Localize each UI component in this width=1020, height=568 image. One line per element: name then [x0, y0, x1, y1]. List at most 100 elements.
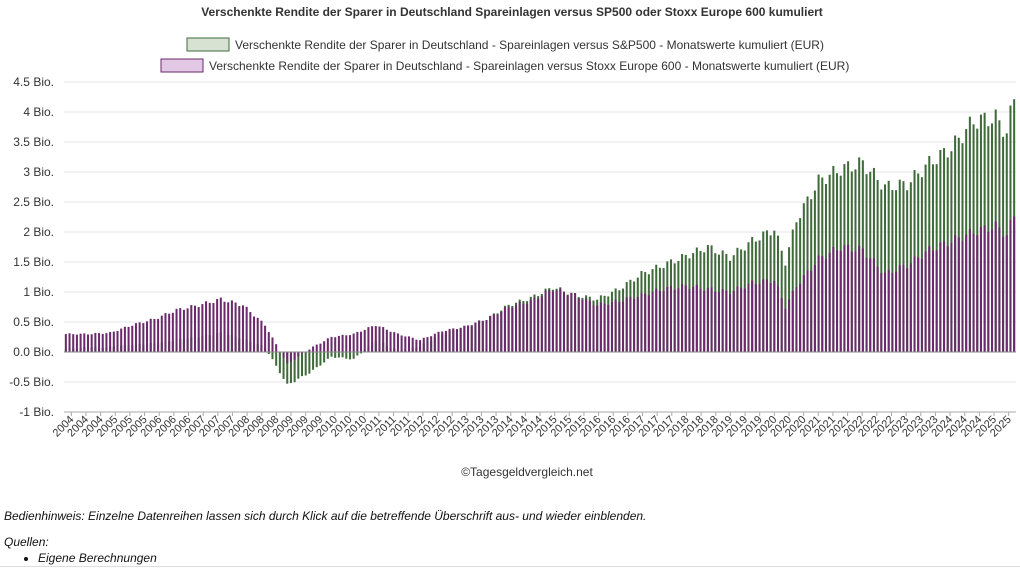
bar-stoxx600	[393, 332, 396, 352]
bar-sp500	[267, 352, 270, 354]
bar-stoxx600	[673, 289, 676, 352]
bar-stoxx600	[448, 328, 451, 352]
bar-stoxx600	[688, 289, 691, 352]
bar-stoxx600	[740, 287, 743, 352]
bar-stoxx600	[474, 322, 477, 352]
bar-sp500	[271, 352, 274, 360]
bar-stoxx600	[769, 283, 772, 352]
bar-stoxx600	[323, 341, 326, 352]
bar-stoxx600	[824, 258, 827, 352]
bar-stoxx600	[983, 225, 986, 352]
bar-stoxx600	[662, 291, 665, 352]
bar-stoxx600	[946, 246, 949, 352]
legend-label-sp500[interactable]: Verschenkte Rendite der Sparer in Deutsc…	[235, 38, 824, 52]
bar-stoxx600	[732, 290, 735, 352]
bar-stoxx600	[337, 335, 340, 352]
bar-stoxx600	[455, 329, 458, 352]
bar-sp500	[337, 352, 340, 358]
bar-sp500	[293, 352, 296, 383]
bar-stoxx600	[954, 235, 957, 352]
series-stoxx600	[64, 216, 1016, 364]
bar-stoxx600	[352, 333, 355, 352]
bar-stoxx600	[286, 352, 289, 364]
bar-stoxx600	[253, 316, 256, 352]
bar-stoxx600	[806, 270, 809, 352]
y-tick-label: 0.5 Bio.	[13, 315, 54, 329]
bar-stoxx600	[120, 328, 123, 352]
y-tick-label: -0.5 Bio.	[9, 375, 54, 389]
bar-stoxx600	[452, 328, 455, 352]
bar-stoxx600	[112, 331, 115, 352]
bar-stoxx600	[906, 268, 909, 352]
legend-swatch-sp500[interactable]	[186, 37, 230, 52]
bar-stoxx600	[241, 305, 244, 352]
bar-stoxx600	[400, 335, 403, 352]
bar-stoxx600	[123, 326, 126, 352]
bar-stoxx600	[264, 325, 267, 352]
bar-stoxx600	[496, 314, 499, 352]
bar-stoxx600	[551, 291, 554, 352]
y-tick-label: 2.5 Bio.	[13, 195, 54, 209]
legend-label-stoxx600[interactable]: Verschenkte Rendite der Sparer in Deutsc…	[209, 59, 849, 73]
bar-stoxx600	[920, 258, 923, 352]
bar-sp500	[345, 352, 348, 359]
bar-stoxx600	[293, 352, 296, 360]
bar-stoxx600	[714, 291, 717, 352]
bar-sp500	[876, 180, 879, 352]
legend-swatch-stoxx600[interactable]	[160, 58, 204, 73]
bar-stoxx600	[729, 294, 732, 352]
bar-stoxx600	[518, 302, 521, 352]
legend-item-sp500[interactable]: Verschenkte Rendite der Sparer in Deutsc…	[186, 37, 824, 52]
bar-stoxx600	[68, 333, 71, 352]
bar-stoxx600	[467, 325, 470, 352]
bar-stoxx600	[566, 295, 569, 352]
bar-stoxx600	[275, 344, 278, 352]
bar-stoxx600	[345, 335, 348, 352]
bar-stoxx600	[850, 251, 853, 352]
legend-item-stoxx600[interactable]: Verschenkte Rendite der Sparer in Deutsc…	[160, 58, 849, 73]
bar-stoxx600	[843, 245, 846, 352]
bar-sp500	[887, 180, 890, 352]
bar-stoxx600	[596, 305, 599, 352]
chart: Verschenkte Rendite der Sparer in Deutsc…	[9, 5, 1016, 479]
bar-stoxx600	[861, 248, 864, 352]
y-tick-label: 1.5 Bio.	[13, 255, 54, 269]
bar-stoxx600	[326, 338, 329, 352]
bar-stoxx600	[577, 298, 580, 352]
bar-sp500	[319, 352, 322, 366]
bar-sp500	[341, 352, 344, 358]
bar-stoxx600	[205, 301, 208, 352]
bar-stoxx600	[931, 250, 934, 352]
bar-stoxx600	[319, 343, 322, 352]
bar-stoxx600	[658, 290, 661, 352]
bar-stoxx600	[928, 246, 931, 352]
bar-stoxx600	[312, 346, 315, 352]
bar-stoxx600	[743, 288, 746, 352]
bar-stoxx600	[271, 337, 274, 352]
bar-stoxx600	[227, 302, 230, 352]
bar-stoxx600	[898, 265, 901, 352]
bar-stoxx600	[625, 297, 628, 352]
bar-stoxx600	[426, 337, 429, 352]
bar-stoxx600	[540, 296, 543, 352]
bar-stoxx600	[703, 290, 706, 352]
bar-stoxx600	[784, 308, 787, 352]
bar-stoxx600	[522, 303, 525, 352]
sources-list: Eigene Berechnungen	[4, 551, 157, 565]
bar-stoxx600	[917, 257, 920, 352]
bar-stoxx600	[1009, 220, 1012, 352]
bar-stoxx600	[489, 316, 492, 352]
bar-sp500	[330, 352, 333, 357]
bar-stoxx600	[828, 252, 831, 352]
bar-stoxx600	[101, 333, 104, 352]
bar-stoxx600	[507, 306, 510, 352]
bar-stoxx600	[330, 336, 333, 352]
bar-stoxx600	[883, 272, 887, 352]
bar-stoxx600	[437, 331, 440, 352]
bar-stoxx600	[640, 292, 643, 352]
bar-stoxx600	[799, 283, 802, 352]
bar-sp500	[326, 352, 329, 359]
bar-stoxx600	[943, 241, 946, 352]
bar-stoxx600	[695, 284, 698, 352]
bar-stoxx600	[813, 265, 816, 352]
